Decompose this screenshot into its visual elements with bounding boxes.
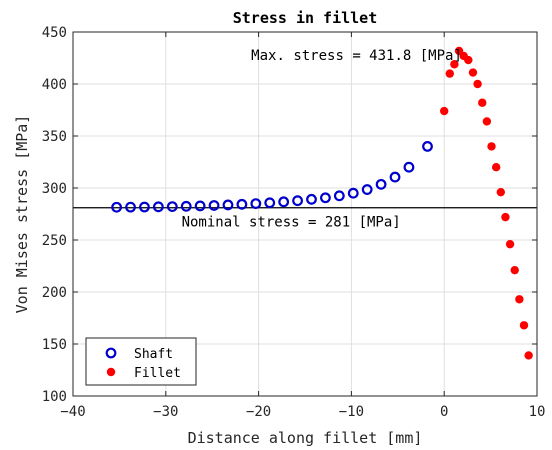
point-fillet: [524, 351, 533, 360]
series-shaft: [111, 140, 433, 213]
point-fillet: [473, 79, 482, 89]
point-fillet: [478, 98, 487, 107]
point-fillet: [440, 106, 449, 116]
nominal-stress-annotation: Nominal stress = 281 [MPa]: [182, 214, 401, 230]
point-shaft: [194, 200, 206, 212]
point-shaft: [152, 201, 164, 213]
point-shaft: [180, 200, 192, 212]
legend-label-fillet: Fillet: [134, 366, 181, 381]
x-tick-label: −20: [246, 404, 271, 420]
x-tick-label: 0: [440, 404, 448, 420]
y-tick-label: 350: [42, 129, 67, 145]
point-shaft: [422, 140, 433, 152]
point-fillet: [464, 55, 473, 65]
x-axis-label: Distance along fillet [mm]: [188, 429, 423, 447]
point-shaft: [333, 190, 345, 202]
point-shaft: [320, 192, 331, 204]
point-shaft: [208, 200, 220, 211]
point-fillet: [468, 68, 478, 77]
x-tick-label: 10: [529, 404, 546, 420]
y-tick-label: 150: [42, 337, 67, 353]
x-tick-label: −40: [60, 404, 85, 420]
point-fillet: [501, 212, 510, 222]
point-fillet: [445, 69, 454, 78]
plot-frame: [72, 31, 538, 397]
point-shaft: [250, 198, 262, 210]
y-tick-label: 250: [42, 233, 67, 249]
point-fillet: [519, 321, 529, 330]
point-fillet: [450, 60, 459, 69]
point-fillet: [515, 295, 524, 304]
point-shaft: [306, 193, 317, 205]
point-shaft: [403, 161, 415, 173]
point-shaft: [361, 184, 373, 195]
legend-marker-shaft: [105, 347, 117, 359]
point-shaft: [292, 195, 303, 207]
y-tick-label: 450: [42, 25, 67, 41]
point-shaft: [389, 171, 401, 183]
point-shaft: [111, 201, 123, 213]
point-fillet: [482, 117, 492, 126]
y-tick-label: 100: [42, 389, 67, 405]
point-shaft: [278, 196, 290, 208]
point-shaft: [264, 197, 276, 209]
y-tick-label: 200: [42, 285, 67, 301]
legend-marker-fillet: [106, 367, 116, 377]
point-shaft: [347, 187, 359, 199]
series-fillet: [440, 46, 533, 360]
point-shaft: [375, 178, 387, 190]
point-fillet: [510, 265, 519, 275]
legend-label-shaft: Shaft: [134, 347, 173, 362]
plot-area: [73, 32, 537, 396]
point-fillet: [487, 142, 496, 151]
point-shaft: [236, 198, 248, 210]
max-stress-annotation: Max. stress = 431.8 [MPa]: [251, 48, 462, 64]
y-axis-label: Von Mises stress [MPa]: [13, 115, 31, 314]
legend: Shaft Fillet: [85, 337, 197, 386]
point-shaft: [139, 201, 150, 213]
point-fillet: [491, 163, 501, 172]
data-series: [111, 46, 533, 360]
point-shaft: [222, 199, 234, 211]
point-fillet: [505, 239, 515, 249]
point-fillet: [496, 187, 506, 197]
point-shaft: [125, 201, 136, 213]
x-tick-label: −10: [339, 404, 364, 420]
y-tick-label: 400: [42, 77, 67, 93]
axis-ticks: −40 −30 −20 −10 0 10 100 150 200 250 300 350 400 450: [42, 25, 546, 420]
y-tick-label: 300: [42, 181, 67, 197]
chart-title: Stress in fillet: [233, 9, 378, 27]
legend-box: [85, 337, 197, 386]
x-tick-label: −30: [153, 404, 178, 420]
point-shaft: [166, 201, 178, 213]
